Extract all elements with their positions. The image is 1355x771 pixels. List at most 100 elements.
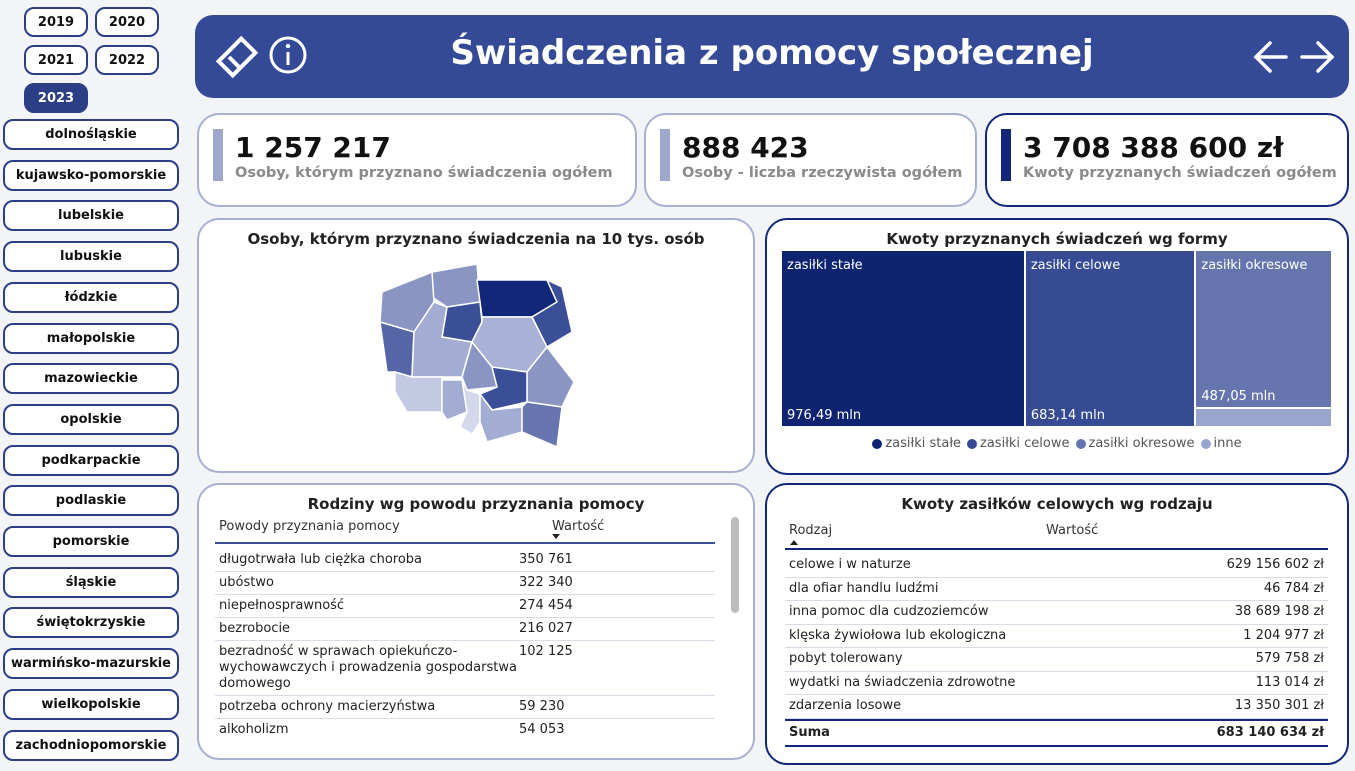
cell-reason: alkoholizm	[219, 722, 289, 737]
legend-item[interactable]: zasiłki okresowe	[1075, 436, 1195, 451]
table-row[interactable]: klęska żywiołowa lub ekologiczna 1 204 97…	[785, 625, 1328, 648]
cell-value: 629 156 602 zł	[1226, 557, 1324, 572]
region-shape[interactable]	[394, 370, 443, 413]
cell-reason: bezrobocie	[219, 621, 291, 636]
legend-item[interactable]: inne	[1200, 436, 1242, 451]
cell-kind: dla ofiar handlu ludźmi	[789, 580, 939, 596]
table-row[interactable]: pobyt tolerowany 579 758 zł	[785, 648, 1328, 672]
legend-swatch	[1200, 438, 1211, 449]
table-row[interactable]: ubóstwo 322 340	[215, 572, 715, 595]
tile-name: zasiłki celowe	[1030, 258, 1121, 273]
map	[379, 263, 575, 449]
cell-kind: celowe i w naturze	[789, 557, 911, 572]
scrollbar[interactable]	[731, 517, 739, 613]
reasons-rows: długotrwała lub ciężka choroba 350 761 ubó…	[215, 549, 715, 741]
kpi-card: 888 423 Osoby - liczba rzeczywista ogółem	[644, 113, 977, 207]
table-row[interactable]: celowe i w naturze 629 156 602 zł	[785, 554, 1328, 578]
purposes-rows: celowe i w naturze 629 156 602 zł dla ofia…	[785, 554, 1328, 747]
cell-kind: wydatki na świadczenia zdrowotne	[789, 674, 1016, 690]
year-button[interactable]: 2023	[24, 83, 88, 113]
legend-swatch	[872, 438, 883, 449]
cell-kind: pobyt tolerowany	[789, 651, 903, 666]
sort-indicator	[552, 534, 560, 539]
kpi-label: Osoby, którym przyznano świadczenia ogół…	[235, 165, 613, 181]
legend-label: zasiłki okresowe	[1088, 436, 1195, 451]
region-button[interactable]: zachodniopomorskie	[3, 729, 179, 761]
region-shape[interactable]	[379, 320, 415, 378]
back-arrow[interactable]	[1253, 41, 1288, 73]
kpi-card: 1 257 217 Osoby, którym przyznano świadcz…	[197, 113, 637, 207]
forward-arrow[interactable]	[1300, 41, 1335, 73]
treemap-tile[interactable]	[1196, 408, 1331, 426]
region-shape[interactable]	[459, 379, 481, 436]
map-card: Osoby, którym przyznano świadczenia na 1…	[197, 218, 755, 473]
purposes-card: Kwoty zasiłków celowych wg rodzaju Rodza…	[765, 483, 1349, 765]
kpi-accent	[660, 129, 670, 181]
cell-value: 113 014 zł	[1255, 674, 1324, 690]
column-header[interactable]: Wartość	[552, 519, 605, 534]
clear-filters-icon[interactable]	[215, 35, 259, 79]
year-button[interactable]: 2022	[95, 45, 159, 75]
region-button[interactable]: świętokrzyskie	[3, 607, 179, 639]
region-button[interactable]: śląskie	[3, 566, 179, 598]
region-button[interactable]: łódzkie	[3, 281, 179, 313]
kpi-accent	[1001, 129, 1011, 181]
region-button[interactable]: opolskie	[3, 403, 179, 435]
page-title: Świadczenia z pomocy społecznej	[450, 33, 1094, 73]
cell-reason: bezradność w sprawach opiekuńczo-wychowa…	[219, 644, 517, 691]
header: Świadczenia z pomocy społecznej	[195, 15, 1349, 98]
purposes-title: Kwoty zasiłków celowych wg rodzaju	[901, 495, 1213, 513]
treemap-tile[interactable]: zasiłki celowe 683,14 mln	[1025, 251, 1195, 426]
region-button[interactable]: lubuskie	[3, 241, 179, 273]
region-button[interactable]: warmińsko-mazurskie	[3, 648, 179, 680]
treemap-tile[interactable]: zasiłki okresowe 487,05 mln	[1196, 251, 1331, 407]
cell-reason: potrzeba ochrony macierzyństwa	[219, 699, 436, 714]
sort-indicator	[790, 540, 798, 545]
region-button[interactable]: podkarpackie	[3, 444, 179, 476]
info-icon[interactable]	[269, 36, 307, 74]
map-title: Osoby, którym przyznano świadczenia na 1…	[247, 230, 705, 248]
region-shape[interactable]	[521, 401, 563, 449]
total-row: Suma 683 140 634 zł	[785, 718, 1328, 747]
treemap-title: Kwoty przyznanych świadczeń wg formy	[886, 230, 1228, 248]
table-row[interactable]: alkoholizm 54 053	[215, 719, 715, 741]
region-button[interactable]: mazowieckie	[3, 363, 179, 395]
column-header[interactable]: Rodzaj	[789, 523, 833, 538]
legend-item[interactable]: zasiłki stałe	[872, 436, 961, 451]
region-button[interactable]: kujawsko-pomorskie	[3, 159, 179, 191]
region-shape[interactable]	[441, 379, 468, 421]
region-button[interactable]: małopolskie	[3, 322, 179, 354]
cell-kind: inna pomoc dla cudzoziemców	[789, 604, 989, 619]
region-button[interactable]: lubelskie	[3, 200, 179, 232]
table-row[interactable]: zdarzenia losowe 13 350 301 zł	[785, 695, 1328, 719]
table-row[interactable]: wydatki na świadczenia zdrowotne 113 014 …	[785, 672, 1328, 695]
kpi-value: 888 423	[682, 131, 809, 164]
region-button[interactable]: pomorskie	[3, 526, 179, 557]
legend-swatch	[1075, 438, 1086, 449]
region-button[interactable]: dolnośląskie	[3, 119, 179, 150]
table-row[interactable]: potrzeba ochrony macierzyństwa 59 230	[215, 696, 715, 719]
table-row[interactable]: bezradność w sprawach opiekuńczo-wychowa…	[215, 641, 715, 696]
table-row[interactable]: bezrobocie 216 027	[215, 618, 715, 641]
table-row[interactable]: niepełnosprawność 274 454	[215, 595, 715, 618]
legend-item[interactable]: zasiłki celowe	[967, 436, 1070, 451]
column-header[interactable]: Powody przyznania pomocy	[219, 519, 400, 534]
year-button[interactable]: 2019	[24, 7, 88, 37]
reasons-title: Rodziny wg powodu przyznania pomocy	[307, 495, 645, 513]
table-row[interactable]: dla ofiar handlu ludźmi 46 784 zł	[785, 578, 1328, 601]
table-row[interactable]: długotrwała lub ciężka choroba 350 761	[215, 549, 715, 572]
cell-reason: długotrwała lub ciężka choroba	[219, 552, 423, 567]
region-shape[interactable]	[431, 263, 481, 308]
treemap-tile[interactable]: zasiłki stałe 976,49 mln	[782, 251, 1024, 426]
table-row[interactable]: inna pomoc dla cudzoziemców 38 689 198 zł	[785, 601, 1328, 625]
region-button[interactable]: podlaskie	[3, 485, 179, 517]
year-button[interactable]: 2020	[95, 7, 159, 37]
column-header[interactable]: Wartość	[1046, 523, 1099, 538]
cell-reason: ubóstwo	[219, 575, 274, 590]
region-button[interactable]: wielkopolskie	[3, 688, 179, 720]
kpi-value: 3 708 388 600 zł	[1023, 131, 1284, 164]
year-button[interactable]: 2021	[24, 45, 88, 75]
reasons-card: Rodziny wg powodu przyznania pomocy Powo…	[197, 483, 755, 760]
